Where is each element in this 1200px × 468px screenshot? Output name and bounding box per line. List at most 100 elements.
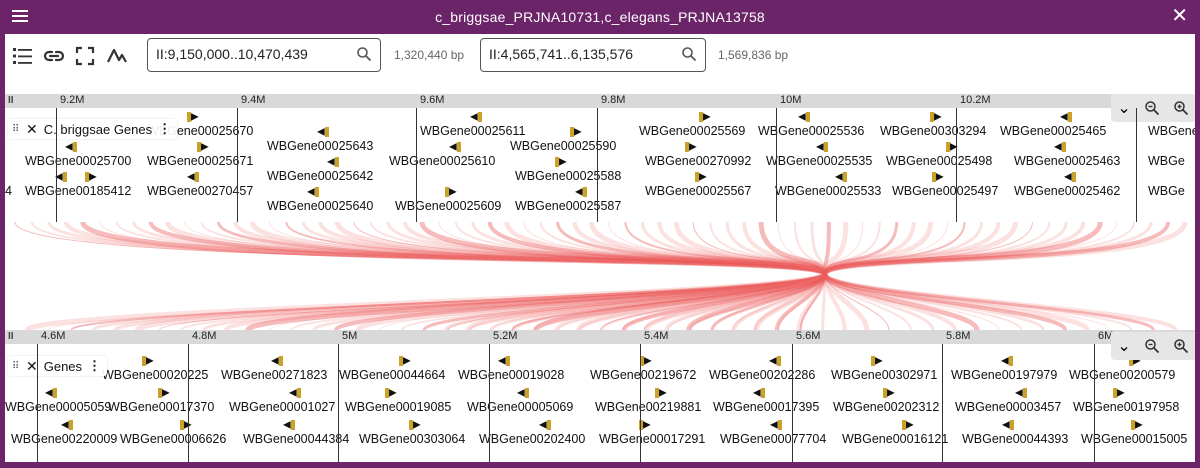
zoom-in-icon[interactable] [1173, 338, 1189, 354]
hamburger-menu-icon[interactable] [10, 7, 30, 27]
gene-feature-glyph[interactable]: ◀ [798, 112, 810, 123]
synteny-ribbon[interactable] [379, 222, 864, 330]
gene-feature-glyph[interactable]: ▶ [142, 356, 154, 367]
gene-feature-glyph[interactable]: ▶ [445, 187, 457, 198]
synteny-ribbon[interactable] [523, 222, 1110, 330]
gene-feature-glyph[interactable]: ▶ [570, 127, 582, 138]
gene-label[interactable]: WBGene00017370 [108, 400, 215, 414]
synteny-ribbon[interactable] [686, 222, 1103, 330]
gene-label[interactable]: WBGene00025462 [1014, 184, 1121, 198]
gene-label[interactable]: WBGene00025569 [639, 124, 746, 138]
gene-label[interactable]: WBGene00003457 [955, 400, 1062, 414]
drag-handle-icon[interactable]: ⠿ [12, 360, 19, 372]
gene-label[interactable]: WBGene00025640 [267, 199, 374, 213]
zoom-in-icon[interactable] [1173, 100, 1189, 116]
gene-label[interactable]: WBGe [1148, 184, 1185, 198]
synteny-ribbon[interactable] [532, 222, 984, 330]
search-icon[interactable] [681, 46, 697, 62]
synteny-ribbon[interactable] [386, 222, 935, 330]
gene-feature-glyph[interactable]: ▶ [932, 172, 944, 183]
synteny-ribbon[interactable] [30, 222, 827, 330]
synteny-ribbon[interactable] [403, 222, 957, 330]
gene-feature-glyph[interactable]: ◀ [498, 356, 510, 367]
gene-feature-glyph[interactable]: ▶ [1129, 356, 1141, 367]
gene-label[interactable]: WBGene00025611 [420, 124, 526, 138]
gene-label[interactable]: WBGene00025700 [25, 154, 132, 168]
synteny-ribbon[interactable] [99, 222, 826, 330]
gene-label[interactable]: WBGene00005069 [467, 400, 574, 414]
gene-feature-glyph[interactable]: ◀ [289, 388, 301, 399]
synteny-ribbon[interactable] [285, 222, 827, 330]
gene-label[interactable]: WBGene00025567 [645, 184, 752, 198]
gene-feature-glyph[interactable]: ▶ [399, 356, 411, 367]
gene-feature-glyph[interactable]: ◀ [1001, 356, 1013, 367]
gene-feature-glyph[interactable]: ◀ [55, 172, 67, 183]
synteny-ribbon[interactable] [504, 222, 1090, 330]
synteny-ribbon[interactable] [774, 222, 1171, 330]
gene-feature-glyph[interactable]: ▶ [640, 356, 652, 367]
gene-track-bottom[interactable]: ▶ WBGene00020225 ◀ WBGene00271823 ▶ WBGene000… [5, 344, 1195, 462]
gene-label[interactable]: WBGene00025497 [892, 184, 999, 198]
gene-feature-glyph[interactable]: ◀ [307, 187, 319, 198]
gene-feature-glyph[interactable]: ▶ [946, 142, 958, 153]
synteny-ribbon[interactable] [249, 222, 828, 330]
gene-feature-glyph[interactable]: ▶ [685, 142, 697, 153]
close-track-icon[interactable]: ✕ [26, 120, 38, 137]
gene-label[interactable]: WBGene00025610 [389, 154, 496, 168]
synteny-ribbon[interactable] [165, 222, 828, 330]
synteny-ribbon[interactable] [796, 222, 1188, 330]
gene-label[interactable]: WBGene00202286 [709, 368, 816, 382]
gene-feature-glyph[interactable]: ◀ [327, 157, 339, 168]
gene-feature-glyph[interactable]: ◀ [769, 356, 781, 367]
gene-label[interactable]: WBGene00044384 [243, 432, 350, 446]
gene-label[interactable]: WBGene00220009 [11, 432, 118, 446]
gene-label[interactable]: WBGene00202312 [833, 400, 940, 414]
gene-feature-glyph[interactable]: ▶ [1113, 388, 1125, 399]
search-icon[interactable] [356, 46, 372, 62]
gene-feature-glyph[interactable]: ◀ [1002, 420, 1014, 431]
synteny-ribbon[interactable] [180, 222, 827, 330]
synteny-ribbon[interactable] [115, 222, 827, 330]
gene-label[interactable]: WBGene00019028 [458, 368, 565, 382]
synteny-ribbon[interactable] [301, 222, 827, 330]
gene-feature-glyph[interactable]: ▶ [930, 112, 942, 123]
gene-label[interactable]: WBGene00219672 [590, 368, 697, 382]
track-selector-icon[interactable] [11, 44, 35, 68]
synteny-ribbon[interactable] [269, 222, 826, 330]
ruler-bottom[interactable]: II 4.6M 4.8M 5M 5.2M 5.4M 5.6M 5.8M 6M [5, 330, 1195, 344]
synteny-ribbon[interactable] [355, 222, 849, 330]
synteny-ribbon[interactable] [444, 222, 916, 330]
gene-label[interactable]: WBGene00025463 [1014, 154, 1121, 168]
gene-feature-glyph[interactable]: ◀ [770, 420, 782, 431]
synteny-ribbon[interactable] [223, 222, 828, 330]
location-input-view2[interactable] [487, 45, 691, 63]
gene-label[interactable]: WBGene00025533 [775, 184, 882, 198]
synteny-ribbon[interactable] [370, 222, 912, 330]
synteny-ribbon[interactable] [14, 222, 826, 330]
gene-feature-glyph[interactable]: ◀ [1015, 388, 1027, 399]
gene-feature-glyph[interactable]: ◀ [45, 388, 57, 399]
gene-label[interactable]: WBGene00025498 [886, 154, 993, 168]
gene-feature-glyph[interactable]: ◀ [271, 356, 283, 367]
gene-label[interactable]: WBGene00302971 [831, 368, 938, 382]
synteny-ribbon[interactable] [422, 222, 899, 330]
synteny-ribbon[interactable] [487, 222, 1068, 330]
synteny-ribbon[interactable] [24, 222, 828, 330]
gene-feature-glyph[interactable]: ▶ [180, 420, 192, 431]
synteny-ribbon[interactable] [572, 222, 1178, 330]
gene-feature-glyph[interactable]: ▶ [187, 112, 199, 123]
gene-feature-glyph[interactable]: ◀ [1054, 142, 1066, 153]
gene-label[interactable]: WBGene00019085 [345, 400, 452, 414]
gene-label[interactable]: 4 [5, 184, 12, 198]
synteny-ribbon[interactable] [159, 222, 826, 330]
gene-label[interactable]: WBGene00303064 [359, 432, 466, 446]
synteny-ribbon[interactable] [290, 222, 827, 330]
gene-label[interactable]: WBGene00025643 [267, 139, 374, 153]
synteny-ribbon[interactable] [233, 222, 828, 330]
track-menu-icon[interactable]: ⋮ [158, 121, 172, 136]
gene-feature-glyph[interactable]: ▶ [409, 420, 421, 431]
gene-feature-glyph[interactable]: ◀ [1064, 172, 1076, 183]
synteny-ribbon[interactable] [70, 222, 827, 330]
synteny-ribbon[interactable] [353, 222, 890, 330]
